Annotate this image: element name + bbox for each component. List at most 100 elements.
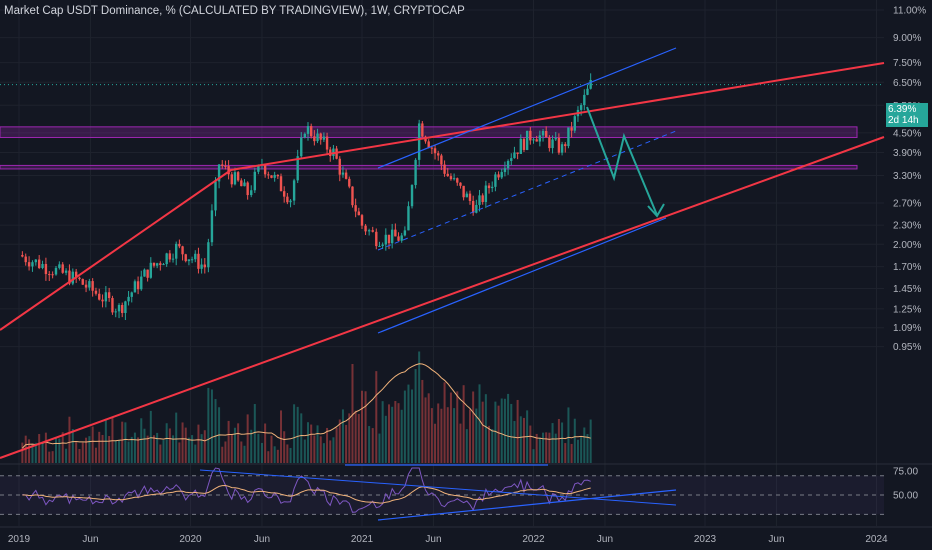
volume-bar: [121, 421, 124, 463]
volume-bar: [71, 428, 74, 463]
volume-bar: [414, 369, 417, 463]
candle-body: [124, 301, 127, 314]
candle-body: [375, 231, 378, 247]
price-tick-label: 4.50%: [893, 128, 921, 139]
volume-bar: [361, 390, 363, 463]
volume-ma-line: [22, 363, 591, 449]
candle-body: [91, 281, 94, 291]
candle-body: [121, 305, 124, 314]
volume-bar: [283, 431, 286, 463]
volume-bar: [133, 432, 136, 463]
candle-body: [589, 79, 592, 89]
volume-bar: [513, 421, 516, 463]
volume-bar: [357, 413, 360, 463]
volume-bar: [187, 437, 190, 463]
candle-body: [348, 178, 351, 187]
candle-body: [257, 165, 260, 172]
volume-bar: [407, 384, 410, 463]
volume-bar: [335, 427, 338, 463]
candle-body: [187, 259, 191, 262]
volume-bar: [484, 394, 487, 463]
candle-body: [579, 105, 583, 110]
volume-bar: [510, 403, 513, 463]
volume-bar: [529, 425, 532, 463]
bar-countdown: 2d 14h: [888, 115, 919, 126]
volume-bar: [303, 439, 306, 463]
candle-body: [221, 164, 224, 166]
candle-body: [21, 254, 24, 257]
price-tick-label: 6.50%: [893, 78, 921, 89]
volume-bar: [494, 401, 497, 463]
candle-body: [500, 172, 503, 178]
channel-lower-line: [0, 136, 885, 459]
volume-bar: [194, 444, 197, 463]
volume-bar: [456, 391, 459, 463]
candle-body: [487, 185, 491, 189]
volume-bar: [345, 424, 348, 463]
rsi-pane: [0, 464, 884, 521]
candle-body: [551, 139, 554, 149]
volume-bar: [465, 429, 468, 463]
candle-body: [111, 298, 114, 313]
volume-bar: [118, 440, 121, 463]
volume-bar: [319, 436, 322, 463]
volume-bar: [203, 430, 206, 463]
volume-bar: [542, 432, 545, 463]
candle-body: [545, 131, 548, 138]
volume-bar: [264, 423, 267, 463]
candle-body: [437, 153, 440, 156]
time-tick-label: 2022: [522, 534, 545, 545]
volume-bar: [233, 427, 236, 463]
volume-bar: [200, 434, 203, 463]
volume-bar: [326, 427, 329, 463]
candle-body: [114, 311, 117, 313]
rsi-tick-label: 50.00: [893, 491, 918, 502]
candle-body: [279, 176, 283, 192]
candle-body: [203, 264, 206, 268]
volume-bar: [227, 420, 230, 463]
candle-body: [233, 172, 237, 185]
candle-body: [529, 130, 532, 141]
candle-body: [168, 253, 172, 260]
candle-body: [214, 181, 217, 211]
candle-body: [491, 186, 494, 189]
candle-body: [522, 138, 526, 150]
volume-bar: [491, 429, 494, 463]
volume-bar: [250, 429, 253, 463]
volume-bar: [557, 418, 560, 463]
volume-bar: [535, 433, 538, 463]
volume-bar: [293, 404, 296, 463]
volume-bar: [296, 406, 299, 463]
time-axis: 2019 Jun 2020 Jun 2021 Jun 2022 Jun 2023 Jun 2024: [8, 534, 888, 545]
candle-body: [230, 174, 233, 185]
candle-body: [510, 158, 513, 161]
candle-body: [296, 156, 299, 181]
volume-bar: [453, 408, 456, 463]
candle-body: [250, 190, 253, 196]
volume-bar: [91, 426, 94, 463]
volume-bar: [507, 393, 510, 463]
volume-bar: [364, 391, 367, 463]
candle-body: [41, 264, 44, 269]
volume-bar: [437, 403, 440, 463]
candle-body: [306, 126, 310, 134]
volume-bar: [143, 428, 146, 463]
candle-body: [548, 137, 551, 149]
candle-body: [465, 193, 469, 198]
candle-body: [513, 152, 516, 159]
price-tick-label: 1.45%: [893, 284, 921, 295]
volume-bar: [168, 428, 171, 463]
volume-bar: [34, 442, 37, 463]
candle-body: [564, 144, 567, 147]
volume-bar: [434, 423, 437, 463]
volume-bar: [156, 432, 159, 463]
candle-body: [273, 174, 276, 178]
volume-bar: [51, 451, 54, 463]
volume-bar: [424, 397, 427, 463]
candle-body: [61, 264, 64, 273]
candle-body: [390, 229, 394, 244]
volume-bar: [214, 399, 217, 463]
candle-body: [178, 243, 181, 247]
volume-bar: [446, 407, 449, 463]
candle-body: [149, 262, 153, 278]
